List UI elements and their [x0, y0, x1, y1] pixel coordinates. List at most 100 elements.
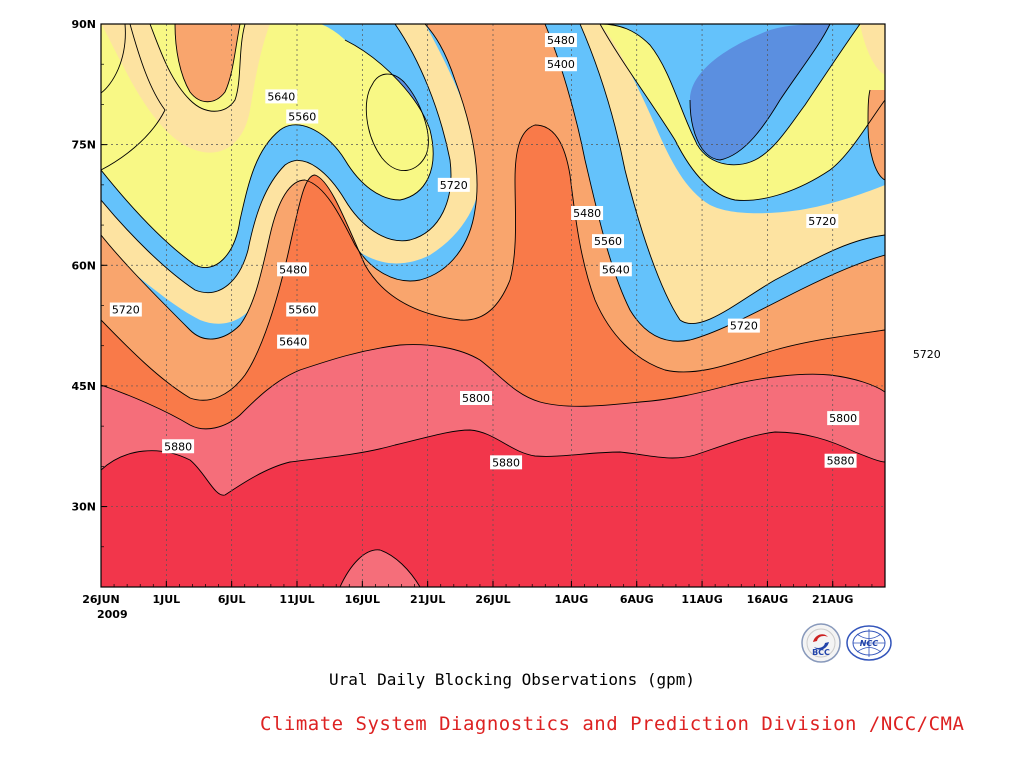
contour-line [689, 24, 831, 161]
contour-label-text: 5480 [279, 263, 307, 276]
x-tick-label: 16JUL [345, 593, 380, 606]
logo-group: BCC NCC [800, 622, 894, 666]
credit-line: Climate System Diagnostics and Predictio… [260, 713, 965, 735]
contour-label-text: 5800 [462, 392, 490, 405]
band-5640-5720-b [175, 24, 240, 102]
contour-label-text: 5640 [602, 263, 630, 276]
contour-label: 5720 [910, 346, 943, 361]
contour-label: 5720 [109, 302, 142, 317]
contour-label: 5880 [162, 439, 195, 454]
x-axis: 26JUN 1JUL 6JUL 11JUL 16JUL 21JUL 26JUL 1AUG 6AU… [82, 581, 886, 606]
contour-label-box [591, 234, 624, 249]
band-5480-5560-c [560, 24, 885, 201]
x-tick-label: 16AUG [747, 593, 788, 606]
band-5560-5640-b [101, 24, 270, 153]
contour-label-text: 5880 [827, 455, 855, 468]
contour-line [599, 24, 861, 166]
contour-labels: 5480540056405560540057205480548055605720… [109, 33, 943, 470]
contour-label-text: 5720 [913, 348, 941, 361]
ncc-logo-text: NCC [860, 639, 879, 648]
contour-label: 5560 [286, 109, 319, 124]
contour-label: 5800 [460, 390, 493, 405]
contour-label-text: 5560 [288, 304, 316, 317]
contour-line [101, 24, 478, 340]
chart-caption: Ural Daily Blocking Observations (gpm) [328, 670, 696, 689]
contour-label-text: 5880 [492, 456, 520, 469]
x-tick-label: 1AUG [555, 593, 589, 606]
x-tick-label: 6JUL [218, 593, 246, 606]
contour-label: 5640 [265, 89, 298, 104]
contour-label: 5560 [286, 302, 319, 317]
contour-line-layer [101, 24, 885, 587]
band-5480-5560-b [101, 24, 165, 170]
band-5800-5880-blob [340, 549, 420, 587]
contour-label-box [460, 390, 493, 405]
contour-line [174, 24, 241, 103]
contour-label-box [277, 262, 310, 277]
contour-label-box [265, 89, 298, 104]
contour-label-box [277, 334, 310, 349]
y-tick-label: 75N [71, 139, 96, 152]
band-5560-5640-c [545, 24, 885, 324]
y-tick-label: 30N [71, 501, 96, 514]
contour-label-box [910, 346, 943, 361]
contour-label-text: 5720 [112, 304, 140, 317]
contour-label-box [109, 302, 142, 317]
contour-label-box [544, 57, 577, 72]
contour-line [101, 24, 452, 294]
contour-line [365, 73, 429, 172]
contour-label-box [827, 411, 860, 426]
contour-line [101, 24, 166, 171]
contour-label-box [806, 214, 839, 229]
contour-label-text: 5400 [547, 58, 575, 71]
contour-line [101, 429, 885, 496]
contour-label: 5880 [490, 455, 523, 470]
y-axis: 30N 45N 60N 75N 90N [71, 18, 107, 588]
contour-line [579, 24, 681, 321]
contour-line [101, 344, 885, 430]
contour-label-text: 5640 [267, 90, 295, 103]
contour-line [544, 24, 885, 342]
y-tick-label: 90N [71, 18, 96, 31]
bcc-logo-text: BCC [812, 648, 830, 657]
contour-line [101, 24, 126, 94]
contour-label: 5480 [571, 206, 604, 221]
contour-label-box [544, 33, 577, 48]
contour-label: 5880 [824, 453, 857, 468]
contour-label-text: 5800 [829, 412, 857, 425]
contour-label-text: 5640 [279, 336, 307, 349]
contour-line [101, 39, 434, 268]
band-5560-5640-d [860, 24, 885, 75]
contour-label-box [286, 302, 319, 317]
contour-label-text: 5720 [730, 320, 758, 333]
contour-label: 5720 [806, 214, 839, 229]
band-5480-5560 [101, 24, 434, 268]
contour-label: 5640 [599, 262, 632, 277]
x-tick-label: 21JUL [410, 593, 445, 606]
contour-label: 5720 [437, 177, 470, 192]
contour-label: 5400 [544, 57, 577, 72]
x-year-label: 2009 [97, 608, 128, 621]
contour-label-text: 5480 [547, 34, 575, 47]
x-tick-label: 6AUG [620, 593, 654, 606]
contour-line [867, 89, 885, 181]
contour-label: 5800 [827, 411, 860, 426]
contour-label-box [727, 318, 760, 333]
x-tick-label: 26JUN [82, 593, 120, 606]
contour-label-text: 5480 [573, 207, 601, 220]
ncc-logo-icon: NCC [846, 625, 892, 661]
contour-label-box [599, 262, 632, 277]
contour-label-box [162, 439, 195, 454]
band-5560-5640 [101, 24, 481, 324]
contour-label-box [490, 455, 523, 470]
contour-label-box [824, 453, 857, 468]
x-tick-label: 1JUL [152, 593, 180, 606]
contour-line [679, 234, 885, 325]
contour-label: 5480 [544, 33, 577, 48]
y-tick-label: 60N [71, 259, 96, 272]
contour-line [599, 24, 885, 201]
contour-label: 5640 [277, 334, 310, 349]
contour-label-text: 5720 [808, 215, 836, 228]
contour-line [149, 24, 246, 112]
